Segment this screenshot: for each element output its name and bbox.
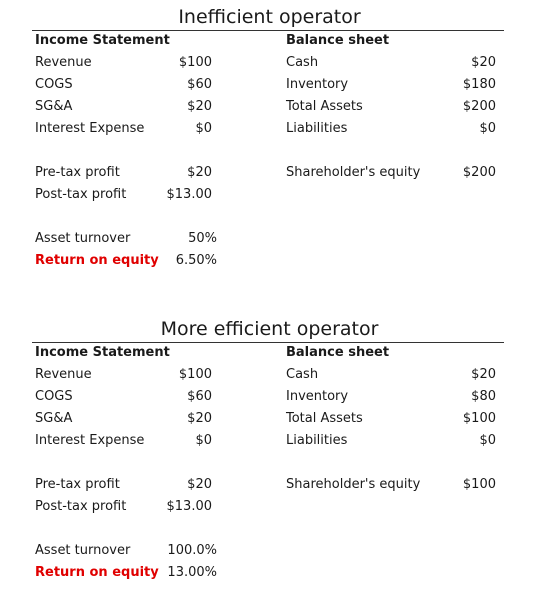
balance-label-cash: Cash — [286, 367, 319, 382]
balance-value-liabilities: $0 — [479, 433, 496, 448]
more-efficient-operator-panel: More efficient operator Income Statement… — [0, 312, 539, 612]
pretax-profit-label: Pre-tax profit — [35, 165, 120, 180]
balance-value-liabilities: $0 — [479, 121, 496, 136]
balance-label-inventory: Inventory — [286, 77, 349, 92]
balance-value-total-assets: $100 — [462, 411, 496, 426]
return-on-equity-label: Return on equity — [35, 565, 159, 580]
balance-value-total-assets: $200 — [462, 99, 496, 114]
posttax-profit-label: Post-tax profit — [35, 187, 127, 202]
balance-label-liabilities: Liabilities — [286, 433, 348, 448]
inefficient-operator-panel: Inefficient operator Income Statement Ba… — [0, 0, 539, 300]
balance-label-inventory: Inventory — [286, 389, 349, 404]
pretax-profit-label: Pre-tax profit — [35, 477, 120, 492]
income-label-interest: Interest Expense — [35, 121, 145, 136]
return-on-equity-value: 6.50% — [175, 253, 217, 268]
posttax-profit-value: $13.00 — [166, 499, 213, 514]
balance-sheet-header: Balance sheet — [286, 33, 390, 48]
panel-title: More efficient operator — [160, 318, 379, 340]
income-statement-header: Income Statement — [35, 345, 170, 360]
balance-label-liabilities: Liabilities — [286, 121, 348, 136]
posttax-profit-value: $13.00 — [166, 187, 213, 202]
income-value-revenue: $100 — [178, 55, 212, 70]
balance-label-total-assets: Total Assets — [286, 99, 363, 114]
balance-value-inventory: $80 — [471, 389, 496, 404]
income-statement-header: Income Statement — [35, 33, 170, 48]
income-label-sga: SG&A — [35, 99, 73, 114]
income-value-sga: $20 — [187, 411, 212, 426]
balance-label-total-assets: Total Assets — [286, 411, 363, 426]
income-value-revenue: $100 — [178, 367, 212, 382]
posttax-profit-label: Post-tax profit — [35, 499, 127, 514]
balance-sheet-header: Balance sheet — [286, 345, 390, 360]
title-divider — [32, 342, 504, 343]
panel-title: Inefficient operator — [178, 6, 361, 28]
shareholders-equity-value: $200 — [462, 165, 496, 180]
balance-value-cash: $20 — [471, 55, 496, 70]
income-label-cogs: COGS — [35, 389, 73, 404]
income-value-cogs: $60 — [187, 389, 212, 404]
pretax-profit-value: $20 — [187, 165, 212, 180]
asset-turnover-value: 50% — [188, 231, 217, 246]
income-value-interest: $0 — [195, 121, 212, 136]
balance-value-inventory: $180 — [462, 77, 496, 92]
shareholders-equity-label: Shareholder's equity — [286, 165, 421, 180]
return-on-equity-value: 13.00% — [167, 565, 217, 580]
income-value-sga: $20 — [187, 99, 212, 114]
title-divider — [32, 30, 504, 31]
shareholders-equity-value: $100 — [462, 477, 496, 492]
return-on-equity-label: Return on equity — [35, 253, 159, 268]
balance-label-cash: Cash — [286, 55, 319, 70]
balance-value-cash: $20 — [471, 367, 496, 382]
income-value-cogs: $60 — [187, 77, 212, 92]
pretax-profit-value: $20 — [187, 477, 212, 492]
income-label-sga: SG&A — [35, 411, 73, 426]
income-label-revenue: Revenue — [35, 367, 92, 382]
income-label-cogs: COGS — [35, 77, 73, 92]
shareholders-equity-label: Shareholder's equity — [286, 477, 421, 492]
income-label-revenue: Revenue — [35, 55, 92, 70]
asset-turnover-label: Asset turnover — [35, 543, 131, 558]
income-label-interest: Interest Expense — [35, 433, 145, 448]
asset-turnover-value: 100.0% — [167, 543, 217, 558]
income-value-interest: $0 — [195, 433, 212, 448]
asset-turnover-label: Asset turnover — [35, 231, 131, 246]
